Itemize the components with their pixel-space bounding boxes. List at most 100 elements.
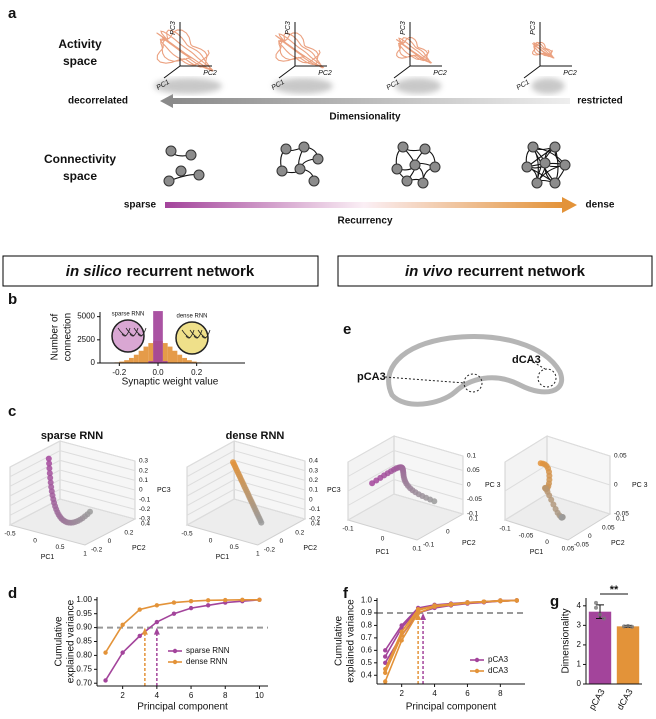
y-tick-label: 4 — [577, 601, 582, 610]
shadow — [394, 78, 442, 94]
trajectory-point — [558, 514, 565, 521]
neuron — [417, 177, 429, 189]
neuron — [539, 157, 551, 169]
axis-end-label: decorrelated — [68, 96, 128, 107]
axis-label: PC2 — [611, 540, 625, 547]
header-text: recurrent network — [127, 263, 255, 280]
y-tick-label: 0.1 — [616, 516, 625, 523]
panel-label: b — [8, 291, 17, 308]
hist-bar — [172, 350, 178, 363]
y-axis-label: Cumulative — [334, 616, 345, 666]
y-tick-label: 0 — [91, 358, 96, 367]
grid-line — [186, 488, 306, 516]
x-tick-label: 0 — [545, 539, 549, 546]
y-tick-label: 0.75 — [76, 664, 92, 673]
point — [383, 654, 388, 659]
axis-label: PC3 — [170, 21, 177, 35]
x-axis-label: Principal component — [406, 702, 497, 713]
z-tick-label: -0.2 — [139, 506, 151, 513]
z-tick-label: 0.05 — [614, 453, 627, 460]
z-tick-label: 0.4 — [309, 458, 318, 465]
axis-arrow — [163, 22, 212, 79]
axis-arrow — [523, 22, 572, 79]
neuron — [429, 161, 441, 173]
axis-title: Recurrency — [337, 216, 392, 227]
trajectory-point — [47, 479, 54, 486]
point — [137, 633, 142, 639]
threshold-arrow-head — [153, 627, 160, 635]
x-tick-label: 6 — [189, 691, 194, 700]
data-point — [594, 600, 598, 605]
hist-bar — [119, 361, 125, 363]
x-axis-label: Synaptic weight value — [122, 377, 219, 388]
z-tick-label: 0.1 — [309, 487, 318, 494]
neuron — [419, 143, 431, 155]
legend-icon-detail — [201, 329, 211, 339]
neuron — [531, 177, 543, 189]
data-point — [594, 605, 598, 610]
y-tick-label: -0.1 — [423, 542, 435, 549]
y-tick-label: 0.4 — [361, 670, 373, 679]
row-label: Activity — [58, 37, 102, 51]
legend-icon-detail — [193, 329, 203, 339]
neuron — [401, 175, 413, 187]
data-point — [630, 624, 634, 629]
y-tick-label: -0.2 — [264, 547, 276, 554]
point — [399, 629, 404, 634]
point — [514, 598, 519, 603]
x-tick-label: 0 — [381, 536, 385, 543]
arrow-head — [562, 197, 577, 213]
trajectory — [156, 29, 214, 72]
axis-label: PC3 — [530, 21, 537, 35]
neuron — [527, 141, 539, 153]
neuron — [165, 145, 177, 157]
axis-label: PC2 — [318, 70, 332, 77]
x-tick-label: -0.5 — [4, 531, 16, 538]
y-tick-label: 0.8 — [361, 621, 373, 630]
recurrency-arrow — [165, 202, 563, 208]
hist-bar — [187, 360, 192, 363]
leader-line — [384, 376, 466, 384]
row-label: Connectivity — [44, 152, 116, 166]
point — [383, 670, 388, 675]
pca3-region — [463, 373, 483, 393]
y-tick-label: 0.90 — [76, 623, 92, 632]
panel-label: e — [343, 321, 351, 338]
header-italic: in vivo — [405, 263, 453, 280]
x-tick-label: pCA3 — [587, 687, 607, 711]
y-tick-label: 1.0 — [361, 596, 373, 605]
plot-title: sparse RNN — [41, 430, 103, 442]
axis-label: PC3 — [285, 21, 292, 35]
region-label: pCA3 — [357, 371, 386, 383]
legend-swatch — [474, 657, 480, 663]
shadow — [531, 78, 565, 94]
hist-bar — [158, 311, 163, 363]
point — [240, 597, 245, 602]
y-tick-label: 0.2 — [124, 529, 133, 536]
hist-bar — [191, 361, 197, 363]
y-tick-label: -0.05 — [574, 542, 589, 549]
neuron — [521, 161, 533, 173]
hist-bar — [138, 350, 144, 363]
x-tick-label: -0.2 — [112, 368, 126, 377]
bar — [616, 626, 640, 684]
x-tick-label: 0.5 — [230, 544, 239, 551]
y-tick-label: 0.95 — [76, 609, 92, 618]
y-tick-label: 0.70 — [76, 678, 92, 687]
data-point — [622, 624, 626, 629]
neuron — [193, 169, 205, 181]
z-tick-label: -0.1 — [309, 506, 321, 513]
legend-label: dCA3 — [488, 666, 509, 675]
grid-line — [504, 435, 611, 463]
point — [188, 605, 194, 611]
grid-line — [347, 449, 464, 477]
hist-bar — [182, 357, 187, 363]
grid-line — [9, 459, 136, 487]
trajectory-point — [46, 460, 53, 467]
x-tick-label: 0.2 — [191, 368, 203, 377]
header-italic: in silico — [66, 263, 122, 280]
neuron — [175, 165, 187, 177]
neuron — [409, 159, 421, 171]
z-tick-label: 0 — [139, 487, 143, 494]
y-tick-label: 0 — [108, 538, 112, 545]
